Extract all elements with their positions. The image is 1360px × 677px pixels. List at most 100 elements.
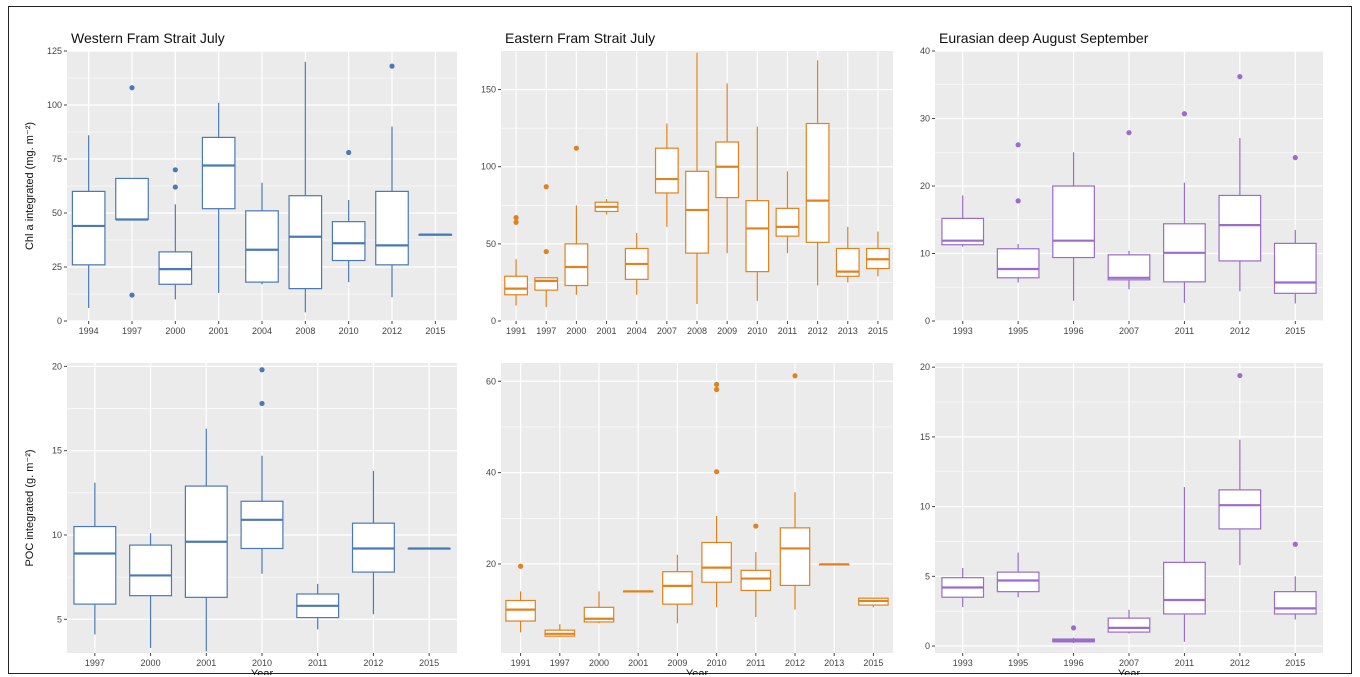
x-axis-title: Year [1118,668,1141,675]
y-tick-label: 5 [57,614,62,624]
panel-title: Eastern Fram Strait July [505,30,655,46]
x-tick-label: 2009 [717,326,737,336]
x-tick-label: 2012 [1230,326,1250,336]
box-2011 [775,207,800,237]
x-tick-label: 2001 [597,326,617,336]
outlier-point [1015,198,1021,204]
outlier-point [129,85,135,91]
x-tick-label: 1994 [79,326,99,336]
x-tick-label: 1991 [506,326,526,336]
outlier-point [753,523,759,529]
box-1994 [71,190,106,266]
x-tick-label: 2001 [628,658,648,668]
x-tick-label: 2015 [863,658,883,668]
y-tick-label: 0 [57,316,62,326]
outlier-point [714,386,720,393]
y-axis-title: Chl a integrated (mg. m⁻²) [24,122,36,250]
y-tick-label: 50 [52,208,62,218]
x-tick-label: 2011 [1175,326,1194,336]
box-2000 [129,544,173,597]
panel-title: Eurasian deep August September [939,30,1149,46]
outlier-point [346,149,352,156]
x-tick-label: 1995 [1008,326,1028,336]
outlier-point [513,219,519,225]
box-2010 [240,500,284,550]
y-tick-label: 0 [925,641,930,651]
x-tick-label: 2009 [667,658,687,668]
box-2001 [201,136,236,210]
y-tick-label: 0 [491,316,496,326]
y-tick-label: 100 [47,100,62,110]
figure-frame: 0 25 50 75 100 125 1994 1997 2000 2001 2004 2008 201… [8,6,1352,675]
x-tick-label: 1993 [953,326,973,336]
outlier-point [573,145,579,151]
x-tick-label: 1996 [1064,658,1084,668]
x-tick-label: 2000 [165,326,185,336]
x-tick-label: 1991 [511,658,531,668]
box-2009 [662,571,693,605]
x-tick-label: 1996 [1064,326,1084,336]
box-1995 [996,248,1040,279]
y-tick-label: 10 [920,502,930,512]
x-tick-label: 2012 [1230,658,1250,668]
x-tick-label: 2010 [252,658,272,668]
x-tick-label: 2015 [419,658,439,668]
outlier-point [543,248,549,255]
outlier-point [389,63,395,69]
box-2015 [1273,591,1317,615]
x-tick-label: 2010 [747,326,767,336]
y-tick-label: 10 [52,530,62,540]
outlier-point [1237,74,1243,80]
y-tick-label: 30 [920,114,930,124]
x-tick-label: 2008 [687,326,707,336]
outlier-point [513,215,519,221]
panel-title: Western Fram Strait July [71,30,225,46]
box-2000 [564,243,589,287]
x-tick-label: 2011 [1175,658,1194,668]
x-tick-label: 2010 [339,326,359,336]
outlier-point [714,469,720,475]
x-tick-label: 2012 [382,326,402,336]
x-tick-label: 2015 [1285,326,1305,336]
outlier-point [1237,372,1243,379]
x-tick-label: 2004 [252,326,272,336]
box-1991 [505,599,536,622]
box-1997 [534,277,559,291]
x-tick-label: 2015 [868,326,888,336]
box-2010 [331,221,366,262]
outlier-point [129,292,135,298]
x-tick-label: 2000 [141,658,161,668]
panel-background [501,363,893,653]
y-tick-label: 10 [920,249,930,259]
x-tick-label: 2015 [1285,658,1305,668]
box-1995 [996,571,1040,593]
x-axis-title: Year [686,668,709,675]
outlier-point [259,400,265,407]
outlier-point [792,373,798,379]
box-2008 [288,195,323,290]
y-tick-label: 20 [920,362,930,372]
box-2009 [715,141,740,199]
outlier-point [1292,541,1298,547]
x-tick-label: 2011 [778,326,797,336]
box-2011 [1163,561,1206,615]
x-tick-label: 2015 [425,326,445,336]
x-tick-label: 2008 [295,326,315,336]
outlier-point [259,367,265,373]
y-tick-label: 150 [481,85,496,95]
box-2012 [375,190,409,266]
x-tick-label: 2007 [1119,326,1139,336]
y-tick-label: 20 [52,361,62,371]
outlier-point [1292,155,1298,161]
box-2012 [805,122,830,243]
outlier-point [172,167,178,173]
x-tick-label: 2007 [657,326,677,336]
x-tick-label: 2001 [209,326,229,336]
y-tick-label: 60 [486,376,496,386]
y-tick-label: 40 [920,46,930,56]
x-tick-label: 1995 [1008,658,1028,668]
y-tick-label: 75 [52,154,62,164]
x-tick-label: 1993 [953,658,973,668]
box-2012 [1218,489,1262,530]
